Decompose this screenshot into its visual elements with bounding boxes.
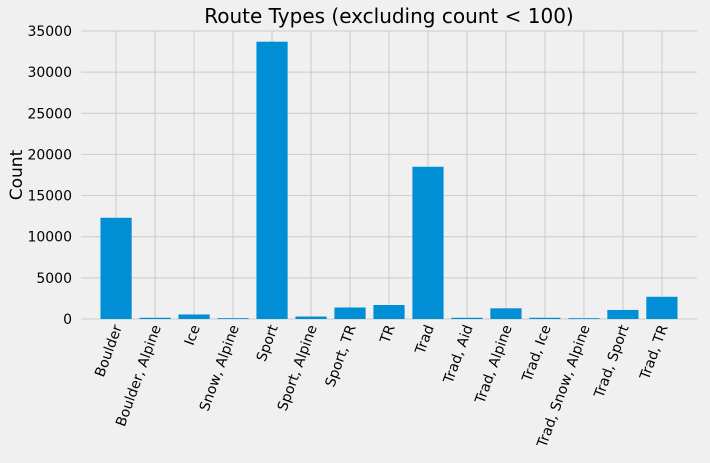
y-axis-label: Count — [7, 149, 27, 200]
x-tick-label: Trad, TR — [637, 323, 672, 383]
x-tick-label: Trad, Aid — [440, 323, 476, 387]
x-tick-label: Sport, Alpine — [275, 323, 321, 413]
y-tick-label: 35000 — [27, 24, 72, 40]
bar-boulder-alpine — [139, 317, 171, 319]
bar-trad-snow-alpine — [568, 318, 600, 319]
bar-tr — [373, 305, 405, 319]
y-tick-label: 10000 — [27, 230, 72, 246]
bar-sport-alpine — [295, 316, 327, 319]
y-tick-label: 25000 — [27, 106, 72, 122]
bar-ice — [178, 314, 210, 319]
x-tick-label: Trad, Alpine — [472, 323, 516, 407]
bars — [100, 41, 678, 319]
y-tick-label: 20000 — [27, 147, 72, 163]
bar-boulder — [100, 217, 132, 319]
x-tick-label: TR — [377, 323, 399, 347]
y-tick-labels: 0 5000 10000 15000 20000 25000 30000 35000 — [27, 24, 72, 328]
bar-trad-tr — [646, 296, 678, 319]
y-tick-label: 30000 — [27, 65, 72, 81]
y-tick-label: 15000 — [27, 189, 72, 205]
x-tick-label: Trad, Sport — [591, 322, 633, 400]
bar-trad-alpine — [490, 308, 522, 319]
bar-trad — [412, 166, 444, 319]
chart-title: Route Types (excluding count < 100) — [204, 4, 573, 28]
x-tick-label: Trad, Ice — [519, 323, 555, 385]
y-tick-label: 5000 — [36, 271, 72, 287]
bar-sport-tr — [334, 307, 366, 319]
bar-trad-aid — [451, 317, 483, 319]
x-tick-label: Snow, Alpine — [197, 323, 243, 413]
x-gridlines — [115, 31, 663, 319]
bar-trad-ice — [529, 317, 561, 319]
x-tick-label: Sport — [254, 322, 282, 363]
bar-snow-alpine — [217, 318, 249, 319]
x-tick-label: Boulder — [92, 323, 126, 380]
y-tick-label: 0 — [63, 312, 72, 328]
x-tick-label: Trad — [412, 323, 438, 357]
x-tick-label: Ice — [182, 323, 204, 348]
x-tick-label: Sport, TR — [323, 323, 360, 390]
bar-sport — [256, 41, 288, 319]
bar-trad-sport — [607, 309, 639, 319]
